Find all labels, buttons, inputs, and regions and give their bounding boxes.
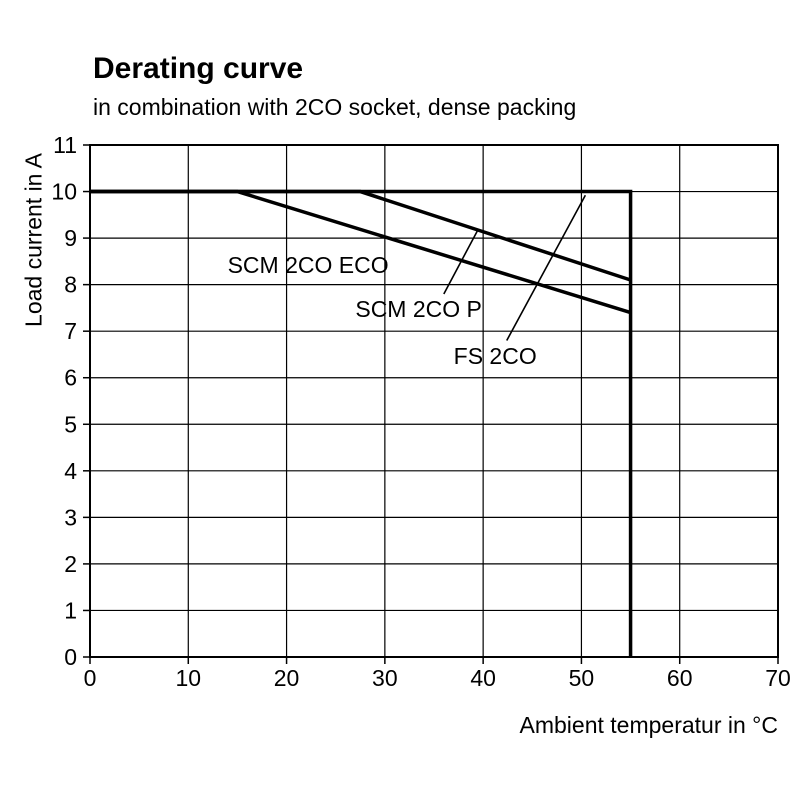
plot-border bbox=[89, 144, 779, 658]
x-tick-label: 30 bbox=[372, 665, 398, 691]
x-axis-label: Ambient temperatur in °C bbox=[519, 712, 778, 738]
annotation-leader bbox=[443, 230, 478, 295]
x-tick-label: 10 bbox=[175, 665, 201, 691]
series-annotation: FS 2CO bbox=[454, 343, 537, 369]
y-tick-label: 4 bbox=[64, 458, 77, 484]
x-tick-label: 40 bbox=[470, 665, 496, 691]
series-scm-2co-p bbox=[90, 189, 632, 282]
y-tick-label: 6 bbox=[64, 365, 77, 391]
y-tick-label: 5 bbox=[64, 411, 77, 437]
y-tick-label: 8 bbox=[64, 272, 77, 298]
x-tick-label: 70 bbox=[765, 665, 791, 691]
chart-subtitle: in combination with 2CO socket, dense pa… bbox=[93, 94, 577, 120]
annotation-leader bbox=[506, 194, 587, 341]
chart-title: Derating curve bbox=[93, 52, 304, 85]
x-tick-label: 20 bbox=[274, 665, 300, 691]
y-tick-label: 2 bbox=[64, 551, 77, 577]
x-tick-label: 50 bbox=[569, 665, 595, 691]
y-tick-label: 10 bbox=[51, 179, 77, 205]
y-tick-label: 7 bbox=[64, 318, 77, 344]
series-annotation: SCM 2CO P bbox=[355, 296, 482, 322]
x-tick-label: 60 bbox=[667, 665, 693, 691]
x-tick-label: 0 bbox=[84, 665, 97, 691]
y-tick-label: 3 bbox=[64, 504, 77, 530]
series-annotation: SCM 2CO ECO bbox=[228, 252, 389, 278]
y-tick-label: 1 bbox=[64, 597, 77, 623]
chart-header: Derating curve in combination with 2CO s… bbox=[93, 52, 576, 121]
y-tick-label: 9 bbox=[64, 225, 77, 251]
y-tick-label: 11 bbox=[53, 132, 77, 158]
y-tick-label: 0 bbox=[64, 644, 77, 670]
